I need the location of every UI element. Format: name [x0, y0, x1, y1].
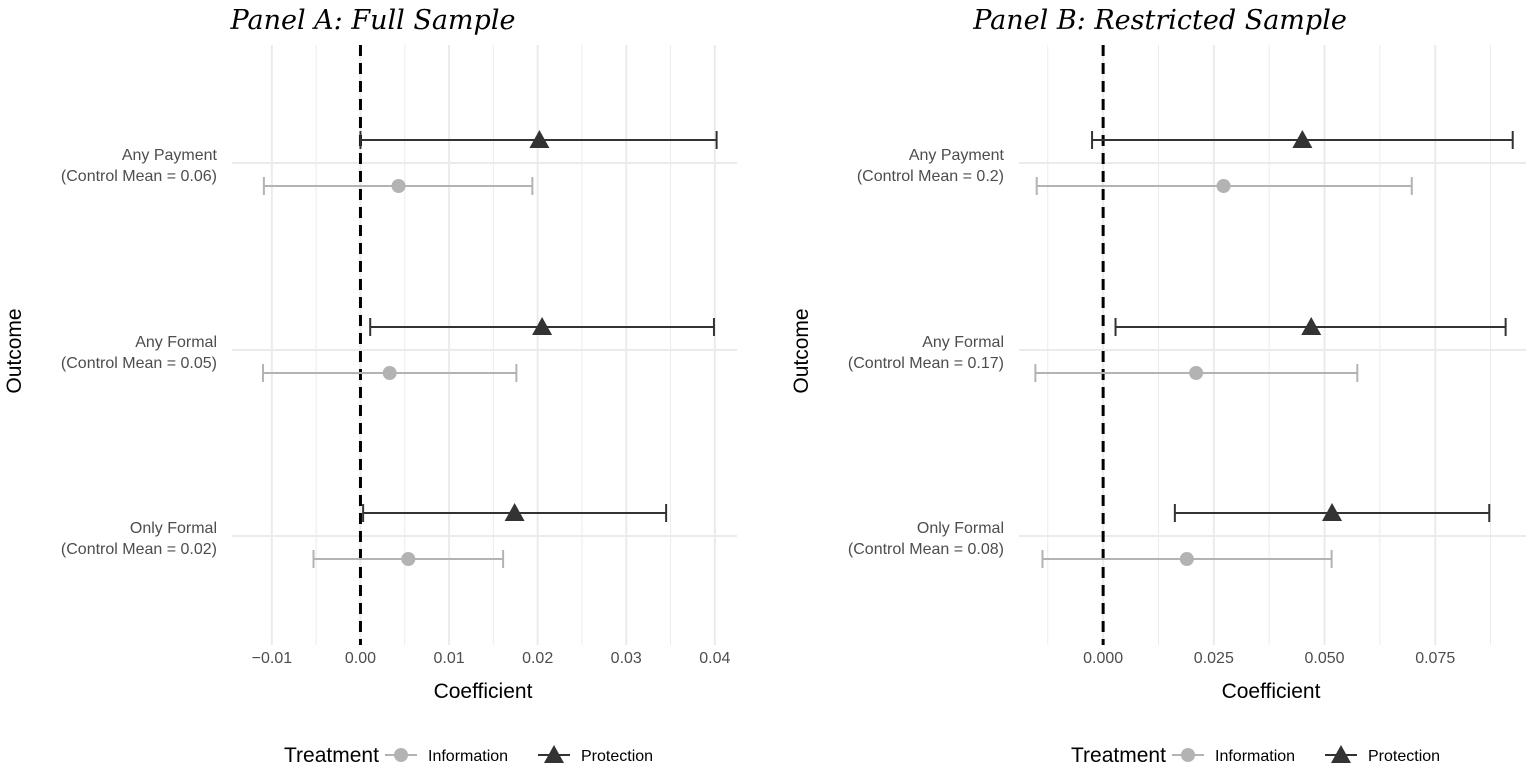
panel-b-protection-point	[1292, 130, 1313, 148]
panel-a-legend-item-label: Information	[428, 748, 508, 765]
panel-b-x-tick-label: 0.000	[1083, 650, 1123, 667]
panel-b-legend-triangle-icon	[1331, 745, 1351, 763]
panel-a-x-tick-label: 0.00	[345, 650, 376, 667]
panel-a-y-tick-label: (Control Mean = 0.06)	[61, 168, 217, 185]
panel-a-y-tick-label: Any Formal	[135, 334, 217, 351]
panel-b-x-tick-label: 0.050	[1305, 650, 1345, 667]
panel-b-plot-area: 0.000 0.025 0.050 0.075 Any Payment (Control …	[848, 45, 1526, 667]
panel-b-legend-item-label: Information	[1215, 748, 1295, 765]
panel-b-x-tick-label: 0.025	[1194, 650, 1234, 667]
panel-b-y-tick-label: Any Formal	[922, 334, 1004, 351]
panel-b-y-tick-label: Only Formal	[917, 520, 1004, 537]
panel-b-x-axis-label: Coefficient	[1222, 680, 1321, 703]
panel-a-title: Panel A: Full Sample	[230, 5, 516, 36]
panel-a-information-point	[391, 179, 406, 193]
panel-a-legend-triangle-icon	[544, 745, 564, 763]
panel-b-y-tick-label: (Control Mean = 0.08)	[848, 541, 1004, 558]
panel-a-x-tick-label: 0.03	[611, 650, 642, 667]
panel-b-protection-point	[1322, 503, 1343, 521]
panel-a-protection-point	[529, 130, 550, 148]
panel-a-x-tick-label: 0.01	[433, 650, 464, 667]
panel-b-x-tick-label: 0.075	[1415, 650, 1455, 667]
panel-b-legend-item-label: Protection	[1368, 748, 1440, 765]
panel-a-legend-title: Treatment	[284, 744, 379, 767]
panel-a-y-tick-label: Any Payment	[122, 147, 218, 164]
panel-a-x-tick-label: 0.02	[522, 650, 553, 667]
panel-a-x-axis-label: Coefficient	[434, 680, 533, 703]
panel-a: Panel A: Full Sample Outcome Coefficient…	[3, 5, 737, 703]
panel-b-legend: Treatment Information Protection	[1071, 744, 1440, 767]
panel-b-information-point	[1179, 552, 1194, 566]
panel-b: Panel B: Restricted Sample Outcome Coeff…	[790, 5, 1526, 703]
panel-a-protection-point	[504, 503, 525, 521]
panel-b-protection-point	[1301, 317, 1322, 335]
panel-b-information-point	[1216, 179, 1231, 193]
panel-b-title: Panel B: Restricted Sample	[972, 5, 1347, 36]
panel-b-y-tick-label: Any Payment	[909, 147, 1005, 164]
panel-b-legend-title: Treatment	[1071, 744, 1166, 767]
panel-a-x-tick-label: −0.01	[252, 650, 293, 667]
panel-a-y-tick-label: (Control Mean = 0.05)	[61, 355, 217, 372]
panel-b-y-tick-label: (Control Mean = 0.17)	[848, 355, 1004, 372]
panel-a-y-tick-label: Only Formal	[130, 520, 217, 537]
panel-b-y-axis-label: Outcome	[790, 308, 813, 393]
panel-b-legend-circle-icon	[1181, 748, 1195, 762]
panel-a-legend-circle-icon	[394, 748, 408, 762]
panel-a-protection-point	[532, 317, 553, 335]
panel-b-information-point	[1189, 366, 1204, 380]
panel-a-legend-item-label: Protection	[581, 748, 653, 765]
panel-b-y-tick-label: (Control Mean = 0.2)	[857, 168, 1004, 185]
panel-a-y-axis-label: Outcome	[3, 308, 26, 393]
panel-a-legend: Treatment Information Protection	[284, 744, 653, 767]
panel-a-x-tick-label: 0.04	[699, 650, 730, 667]
panel-a-information-point	[382, 366, 397, 380]
panel-a-plot-area: −0.01 0.00 0.01 0.02 0.03 0.04 Any Payment (Con…	[61, 45, 737, 667]
panel-a-y-tick-label: (Control Mean = 0.02)	[61, 541, 217, 558]
panel-a-information-point	[401, 552, 416, 566]
